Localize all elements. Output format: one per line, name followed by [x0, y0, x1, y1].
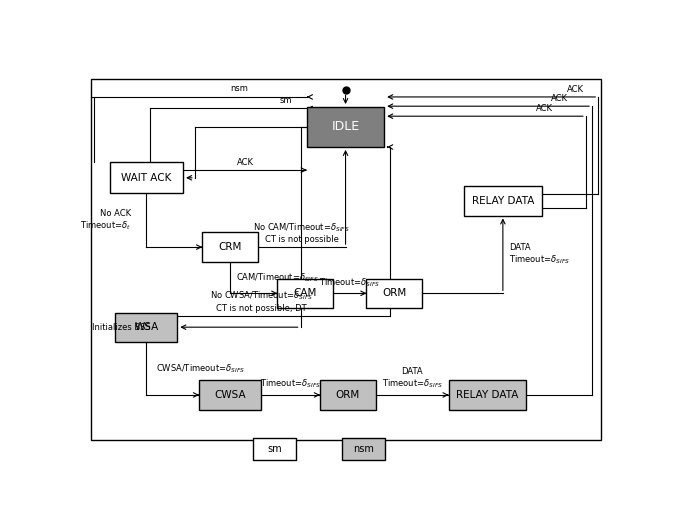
Text: No ACK
Timeout=$\delta_t$: No ACK Timeout=$\delta_t$ — [80, 209, 131, 232]
Text: ACK: ACK — [236, 158, 254, 167]
Text: Initializes BSS: Initializes BSS — [92, 323, 151, 331]
Bar — [109, 162, 183, 193]
Text: ORM: ORM — [382, 288, 406, 298]
Text: DATA
Timeout=$\delta_{SIFS}$: DATA Timeout=$\delta_{SIFS}$ — [381, 367, 443, 390]
Text: CAM/Timeout=$\delta_{SIFS}$: CAM/Timeout=$\delta_{SIFS}$ — [236, 271, 319, 284]
Text: WSA: WSA — [134, 322, 159, 332]
Text: ACK: ACK — [551, 94, 568, 103]
Text: ACK: ACK — [535, 104, 552, 113]
Text: CWSA/Timeout=$\delta_{SIFS}$: CWSA/Timeout=$\delta_{SIFS}$ — [156, 362, 244, 375]
Bar — [202, 232, 258, 262]
Text: CAM: CAM — [294, 288, 317, 298]
Bar — [199, 380, 261, 410]
Bar — [253, 438, 296, 460]
Text: RELAY DATA: RELAY DATA — [472, 196, 534, 206]
Text: ACK: ACK — [566, 85, 583, 94]
Bar — [307, 107, 384, 147]
Text: nsm: nsm — [353, 444, 374, 454]
Text: sm: sm — [267, 444, 281, 454]
Text: sm: sm — [279, 96, 292, 105]
Text: DATA
Timeout=$\delta_{SIFS}$: DATA Timeout=$\delta_{SIFS}$ — [509, 243, 570, 266]
Text: No CWSA/Timeout=$\delta_{SIFS}$
CT is not possible, DT: No CWSA/Timeout=$\delta_{SIFS}$ CT is no… — [210, 289, 313, 312]
Text: Timeout=$\delta_{SIFS}$: Timeout=$\delta_{SIFS}$ — [319, 276, 380, 289]
Text: RELAY DATA: RELAY DATA — [456, 390, 518, 400]
Bar — [449, 380, 526, 410]
Text: IDLE: IDLE — [331, 120, 360, 134]
Bar — [320, 380, 376, 410]
Text: WAIT ACK: WAIT ACK — [122, 173, 171, 183]
Text: nsm: nsm — [230, 84, 248, 93]
Bar — [90, 79, 601, 439]
Text: CWSA: CWSA — [214, 390, 246, 400]
Bar — [464, 186, 541, 215]
Text: ORM: ORM — [335, 390, 360, 400]
Text: No CAM/Timeout=$\delta_{SIFS}$
CT is not possible: No CAM/Timeout=$\delta_{SIFS}$ CT is not… — [253, 221, 350, 244]
Text: CRM: CRM — [219, 242, 242, 252]
Bar — [342, 438, 385, 460]
Text: Timeout=$\delta_{SIFS}$: Timeout=$\delta_{SIFS}$ — [260, 378, 321, 390]
Bar — [277, 279, 333, 308]
Bar — [115, 312, 178, 342]
Bar — [367, 279, 423, 308]
